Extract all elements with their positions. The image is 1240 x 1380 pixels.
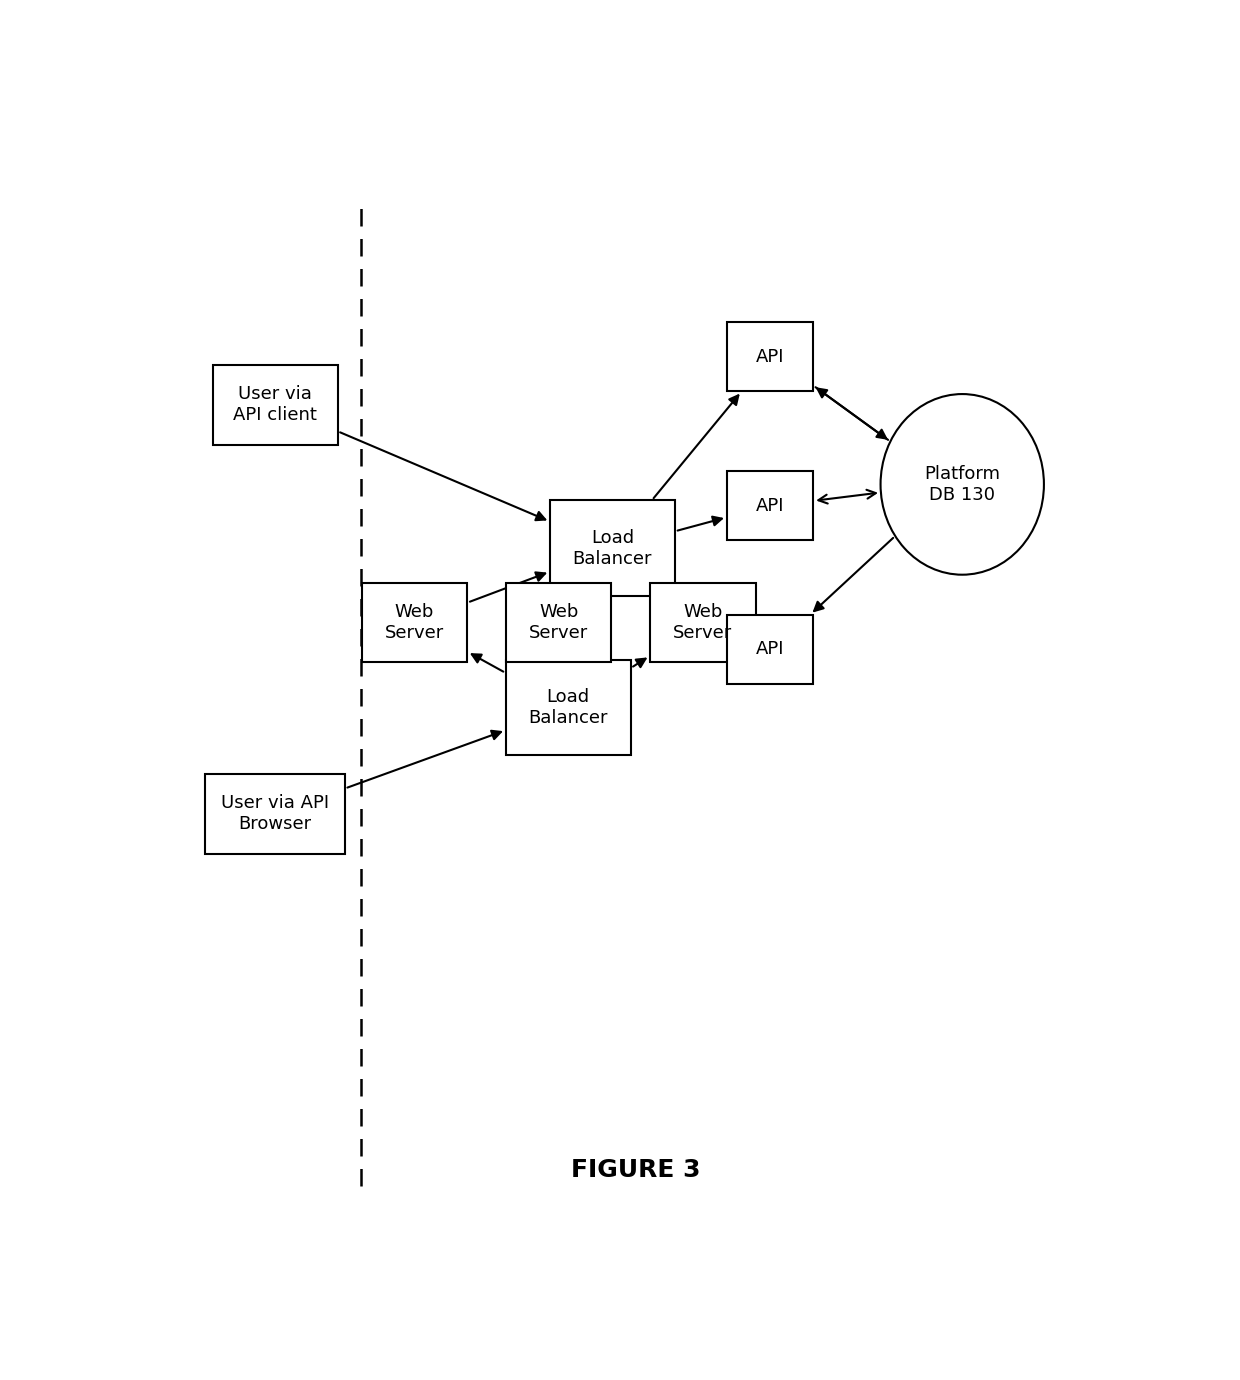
- Text: API: API: [756, 497, 784, 515]
- Text: FIGURE 3: FIGURE 3: [570, 1158, 701, 1181]
- FancyBboxPatch shape: [506, 582, 611, 662]
- Text: Web
Server: Web Server: [529, 603, 588, 642]
- Text: Load
Balancer: Load Balancer: [528, 689, 608, 727]
- Text: API: API: [756, 640, 784, 658]
- FancyBboxPatch shape: [213, 364, 337, 444]
- FancyBboxPatch shape: [650, 582, 755, 662]
- Text: Platform
DB 130: Platform DB 130: [924, 465, 1001, 504]
- Text: Load
Balancer: Load Balancer: [573, 529, 652, 567]
- Text: User via API
Browser: User via API Browser: [221, 795, 329, 834]
- FancyBboxPatch shape: [362, 582, 467, 662]
- FancyBboxPatch shape: [551, 501, 675, 596]
- FancyBboxPatch shape: [206, 774, 345, 854]
- FancyBboxPatch shape: [727, 614, 813, 683]
- Circle shape: [880, 395, 1044, 574]
- FancyBboxPatch shape: [727, 471, 813, 540]
- Text: API: API: [756, 348, 784, 366]
- Text: Web
Server: Web Server: [673, 603, 733, 642]
- Text: User via
API client: User via API client: [233, 385, 317, 424]
- FancyBboxPatch shape: [727, 323, 813, 392]
- Text: Web
Server: Web Server: [384, 603, 444, 642]
- FancyBboxPatch shape: [506, 660, 631, 755]
